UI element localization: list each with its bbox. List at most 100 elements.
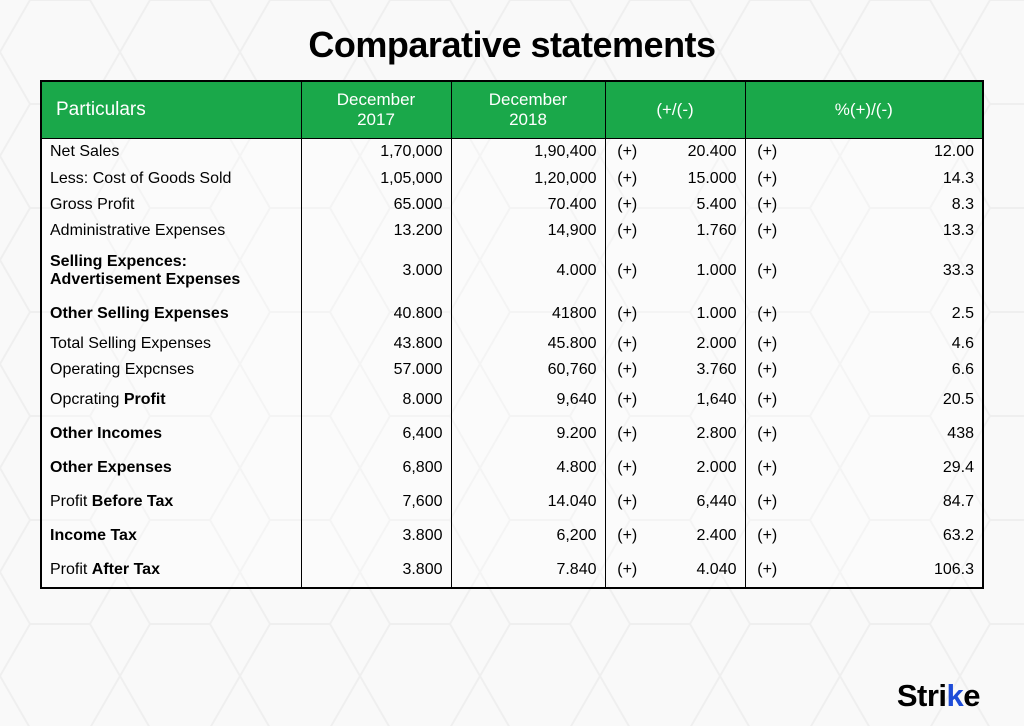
cell-pct-sign: (+) <box>745 331 789 357</box>
table-row: Less: Cost of Goods Sold1,05,0001,20,000… <box>41 165 983 191</box>
cell-abs-sign: (+) <box>605 451 649 485</box>
cell-particulars: Other Incomes <box>41 417 301 451</box>
cell-abs-value: 2.000 <box>649 331 745 357</box>
table-row: Income Tax3.8006,200(+)2.400(+)63.2 <box>41 519 983 553</box>
table-row: Administrative Expenses13.20014,900(+)1.… <box>41 218 983 244</box>
cell-pct-value: 12.00 <box>789 139 983 166</box>
cell-particulars: Profit Before Tax <box>41 485 301 519</box>
cell-2018: 14,900 <box>451 218 605 244</box>
cell-pct-value: 14.3 <box>789 165 983 191</box>
col-header-abs: (+/(-) <box>605 81 745 139</box>
cell-2018: 41800 <box>451 297 605 331</box>
table-row: Profit After Tax3.8007.840(+)4.040(+)106… <box>41 553 983 588</box>
cell-abs-sign: (+) <box>605 165 649 191</box>
page-title: Comparative statements <box>40 24 984 66</box>
cell-abs-sign: (+) <box>605 297 649 331</box>
cell-particulars: Opcrating Profit <box>41 383 301 417</box>
cell-pct-value: 13.3 <box>789 218 983 244</box>
table-row: Opcrating Profit8.0009,640(+)1,640(+)20.… <box>41 383 983 417</box>
cell-2017: 13.200 <box>301 218 451 244</box>
col-header-2017: December 2017 <box>301 81 451 139</box>
cell-pct-sign: (+) <box>745 297 789 331</box>
cell-pct-sign: (+) <box>745 357 789 383</box>
cell-abs-value: 3.760 <box>649 357 745 383</box>
cell-2017: 3.800 <box>301 553 451 588</box>
cell-2018: 14.040 <box>451 485 605 519</box>
cell-abs-value: 1.000 <box>649 297 745 331</box>
cell-abs-sign: (+) <box>605 192 649 218</box>
cell-2017: 6,800 <box>301 451 451 485</box>
cell-2017: 3.800 <box>301 519 451 553</box>
cell-2018: 70.400 <box>451 192 605 218</box>
cell-2017: 3.000 <box>301 245 451 297</box>
cell-pct-value: 438 <box>789 417 983 451</box>
cell-2018: 45.800 <box>451 331 605 357</box>
cell-2018: 60,760 <box>451 357 605 383</box>
cell-abs-sign: (+) <box>605 553 649 588</box>
cell-abs-value: 6,440 <box>649 485 745 519</box>
col-header-particulars: Particulars <box>41 81 301 139</box>
cell-2017: 1,05,000 <box>301 165 451 191</box>
table-row: Profit Before Tax7,60014.040(+)6,440(+)8… <box>41 485 983 519</box>
cell-abs-sign: (+) <box>605 331 649 357</box>
cell-2017: 57.000 <box>301 357 451 383</box>
cell-pct-value: 20.5 <box>789 383 983 417</box>
cell-abs-sign: (+) <box>605 357 649 383</box>
cell-abs-value: 20.400 <box>649 139 745 166</box>
cell-particulars: Other Selling Expenses <box>41 297 301 331</box>
cell-abs-sign: (+) <box>605 417 649 451</box>
cell-pct-sign: (+) <box>745 245 789 297</box>
cell-pct-value: 33.3 <box>789 245 983 297</box>
cell-pct-sign: (+) <box>745 451 789 485</box>
cell-abs-value: 1,640 <box>649 383 745 417</box>
cell-abs-sign: (+) <box>605 245 649 297</box>
cell-pct-sign: (+) <box>745 192 789 218</box>
cell-abs-value: 2.400 <box>649 519 745 553</box>
cell-pct-sign: (+) <box>745 383 789 417</box>
cell-2017: 8.000 <box>301 383 451 417</box>
cell-abs-sign: (+) <box>605 139 649 166</box>
cell-pct-value: 29.4 <box>789 451 983 485</box>
cell-abs-value: 1.000 <box>649 245 745 297</box>
cell-pct-value: 63.2 <box>789 519 983 553</box>
cell-2018: 6,200 <box>451 519 605 553</box>
cell-2018: 9,640 <box>451 383 605 417</box>
table-row: Other Expenses6,8004.800(+)2.000(+)29.4 <box>41 451 983 485</box>
table-row: Other Selling Expenses40.80041800(+)1.00… <box>41 297 983 331</box>
cell-pct-value: 106.3 <box>789 553 983 588</box>
cell-abs-value: 2.000 <box>649 451 745 485</box>
cell-particulars: Other Expenses <box>41 451 301 485</box>
table-row: Other Incomes6,4009.200(+)2.800(+)438 <box>41 417 983 451</box>
cell-abs-value: 1.760 <box>649 218 745 244</box>
cell-pct-sign: (+) <box>745 519 789 553</box>
cell-pct-sign: (+) <box>745 417 789 451</box>
cell-pct-sign: (+) <box>745 553 789 588</box>
cell-pct-value: 8.3 <box>789 192 983 218</box>
cell-2017: 7,600 <box>301 485 451 519</box>
cell-abs-value: 15.000 <box>649 165 745 191</box>
cell-2017: 65.000 <box>301 192 451 218</box>
comparative-table: Particulars December 2017 December 2018 … <box>40 80 984 589</box>
brand-logo: Strike <box>897 678 980 714</box>
cell-2017: 6,400 <box>301 417 451 451</box>
cell-2018: 1,90,400 <box>451 139 605 166</box>
col-header-2018: December 2018 <box>451 81 605 139</box>
cell-pct-value: 4.6 <box>789 331 983 357</box>
cell-particulars: Selling Expences: Advertisement Expenses <box>41 245 301 297</box>
col-header-pct: %(+)/(-) <box>745 81 983 139</box>
cell-2018: 4.800 <box>451 451 605 485</box>
cell-particulars: Net Sales <box>41 139 301 166</box>
cell-particulars: Gross Profit <box>41 192 301 218</box>
cell-pct-value: 2.5 <box>789 297 983 331</box>
table-row: Net Sales1,70,0001,90,400(+)20.400(+)12.… <box>41 139 983 166</box>
cell-pct-sign: (+) <box>745 139 789 166</box>
cell-pct-value: 84.7 <box>789 485 983 519</box>
cell-2018: 7.840 <box>451 553 605 588</box>
cell-abs-sign: (+) <box>605 485 649 519</box>
cell-pct-sign: (+) <box>745 165 789 191</box>
cell-2017: 40.800 <box>301 297 451 331</box>
cell-pct-value: 6.6 <box>789 357 983 383</box>
cell-particulars: Administrative Expenses <box>41 218 301 244</box>
cell-pct-sign: (+) <box>745 218 789 244</box>
cell-abs-sign: (+) <box>605 218 649 244</box>
